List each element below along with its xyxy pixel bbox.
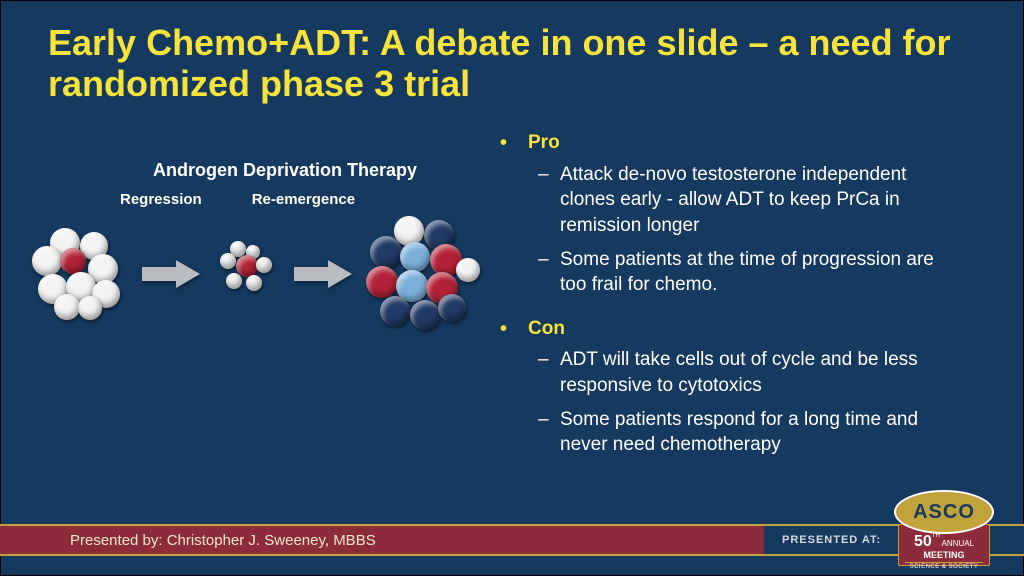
cell-icon	[256, 257, 272, 273]
asco-badge: ASCO 50TH ANNUAL MEETING SCIENCE & SOCIE…	[892, 490, 996, 572]
cell-cluster	[364, 214, 484, 334]
slide-title: Early Chemo+ADT: A debate in one slide –…	[48, 22, 984, 105]
cell-icon	[32, 246, 62, 276]
badge-line1: ANNUAL	[942, 539, 974, 548]
cell-icon	[60, 248, 86, 274]
cell-icon	[236, 255, 258, 277]
adt-diagram: Androgen Deprivation Therapy Regression …	[30, 160, 500, 334]
badge-tag: SCIENCE & SOCIETY	[905, 562, 983, 571]
cell-icon	[366, 266, 398, 298]
con-item: ADT will take cells out of cycle and be …	[500, 347, 964, 398]
cell-icon	[380, 296, 410, 326]
stage-label-regression: Regression	[120, 191, 202, 208]
cell-cluster	[212, 239, 282, 309]
badge-line2: MEETING	[923, 550, 964, 560]
con-heading: Con	[500, 316, 964, 342]
pro-heading: Pro	[500, 130, 964, 156]
diagram-title: Androgen Deprivation Therapy	[70, 160, 500, 181]
cell-icon	[78, 296, 102, 320]
cell-icon	[246, 275, 262, 291]
cell-icon	[370, 236, 402, 268]
cell-cluster	[30, 224, 130, 324]
footer-bar: Presented by: Christopher J. Sweeney, MB…	[0, 524, 1024, 556]
cell-icon	[400, 242, 430, 272]
cell-icon	[438, 294, 466, 322]
cell-icon	[456, 258, 480, 282]
pro-item: Some patients at the time of progression…	[500, 247, 964, 298]
badge-number: 50	[914, 533, 932, 550]
con-item: Some patients respond for a long time an…	[500, 407, 964, 458]
stage-label-reemergence: Re-emergence	[252, 191, 355, 208]
arrow-icon	[142, 260, 200, 288]
cell-icon	[54, 294, 80, 320]
pro-con-list: Pro Attack de-novo testosterone independ…	[500, 130, 964, 466]
cell-icon	[220, 253, 236, 269]
arrow-icon	[294, 260, 352, 288]
cell-icon	[410, 300, 440, 330]
asco-logo-oval: ASCO	[894, 490, 994, 534]
presenter-text: Presented by: Christopher J. Sweeney, MB…	[0, 524, 764, 556]
pro-item: Attack de-novo testosterone independent …	[500, 162, 964, 239]
cell-icon	[226, 273, 242, 289]
